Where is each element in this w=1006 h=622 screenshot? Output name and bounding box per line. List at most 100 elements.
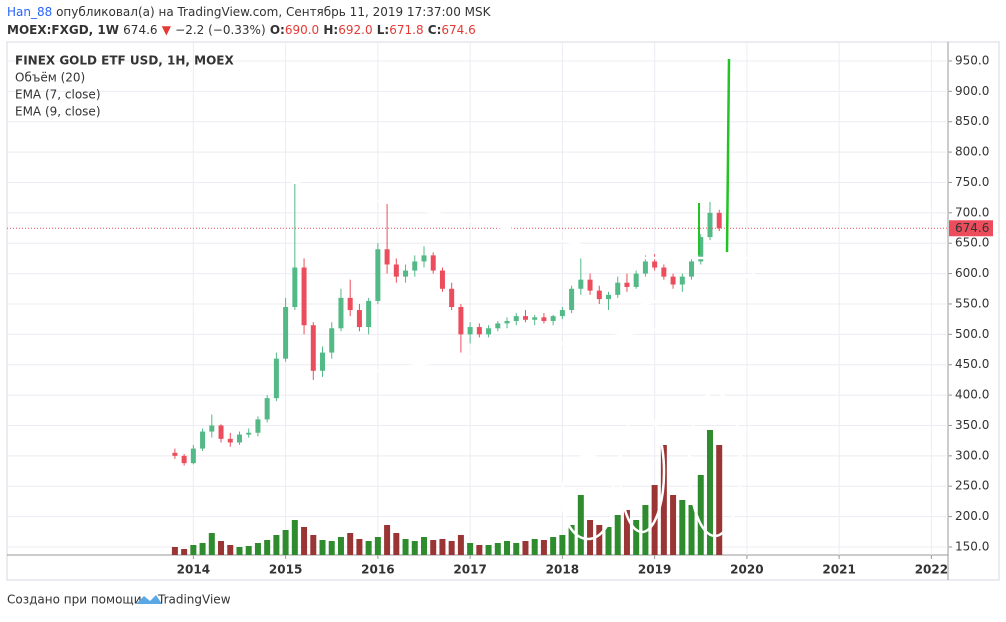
legend-entry: Объём (20) [15,71,85,85]
plot [7,42,948,555]
x-tick-label: 2019 [638,563,671,577]
brand-logo [136,595,162,604]
volume-bar [365,541,372,555]
volume-bar [291,520,298,555]
candle-body [652,261,658,268]
y-tick-label: 350.0 [955,418,989,432]
volume-bar [697,475,704,555]
candle-body [698,237,704,262]
candle-body [550,316,556,321]
volume-bar [273,535,280,555]
x-tick-label: 2016 [361,563,394,577]
volume-bar [716,445,723,555]
candle-body [200,431,206,449]
highlight-ellipse [560,453,616,541]
volume-bar [218,541,225,555]
l-label: L: [377,23,389,37]
candle-body [532,317,538,320]
x-tick-label: 2018 [546,563,579,577]
o-value: 690.0 [285,23,319,37]
o-label: O: [270,23,285,37]
candle-body [236,434,242,443]
candle-body [541,317,547,321]
y-tick-label: 950.0 [955,53,989,67]
legend-entry: EMA (9, close) [15,105,101,119]
candle-body [578,279,584,289]
volume-bar [494,543,501,555]
y-tick-label: 550.0 [955,296,989,310]
volume-bar [485,545,492,555]
candle-body [412,261,418,271]
volume-bar [319,540,326,555]
volume-bar [430,540,437,555]
volume-bar [402,539,409,555]
last-price-box [949,220,993,237]
volume-bar [420,537,427,555]
volume-bar [208,533,215,555]
candle-body [624,282,630,287]
legend-entry: EMA (7, close) [15,88,101,102]
candle-body [384,249,390,265]
volume-bar [568,525,575,555]
user[interactable]: Han_88 [7,5,52,19]
candle-body [292,267,298,308]
footer-text: Создано при помощи [7,593,142,607]
volume-bar [374,537,381,555]
volume-bar [171,547,178,555]
volume-bar [670,495,677,555]
candle-body [393,264,399,277]
candle-body [559,310,565,317]
volume-bar [605,527,612,555]
volume-bar [476,545,483,555]
y-tick-label: 650.0 [955,236,989,250]
volume-bar [411,541,418,555]
volume-bar [522,541,529,555]
candle-body [273,358,279,399]
volume-bar [301,527,308,555]
volume-bar [227,545,234,555]
volume-bar [660,445,667,555]
candle-body [301,267,307,326]
candle-body [689,261,695,277]
candle-body [495,323,501,329]
candle-body [320,352,326,371]
candle-body [430,255,436,271]
chart-frame [6,41,1000,581]
volume-bar [540,540,547,555]
highlight-ellipse [618,410,666,534]
volume-bar [623,510,630,555]
l-value: 671.8 [389,23,423,37]
candle-body [329,328,335,353]
y-tick-label: 850.0 [955,114,989,128]
candle-body [679,276,685,285]
symbol: MOEX:FXGD, 1W [7,23,119,37]
footer-brand[interactable]: TradingView [157,593,231,607]
y-tick-label: 900.0 [955,84,989,98]
candle-body [661,267,667,277]
c-value: 674.6 [441,23,475,37]
volume-bar [448,541,455,555]
candle-body [347,297,353,311]
y-tick-label: 600.0 [955,266,989,280]
volume-bar [236,547,243,555]
candle-body [458,307,464,335]
y-tick-label: 150.0 [955,539,989,553]
y-tick-label: 300.0 [955,448,989,462]
published: опубликовал(а) на TradingView.com, Сентя… [56,5,492,19]
c-label: C: [428,23,442,37]
volume-bar [504,541,511,555]
candle-body [403,270,409,277]
arrow: ▼ [162,23,172,37]
candle-body [486,328,492,335]
drawings [291,58,757,541]
candle-body [476,327,482,335]
candle-body [633,273,639,287]
volume-bar [282,530,289,555]
volume-bar [393,533,400,555]
candle-body [375,249,381,301]
price: 674.6 [123,23,157,37]
trend-line [315,323,689,382]
x-tick-label: 2020 [730,563,763,577]
